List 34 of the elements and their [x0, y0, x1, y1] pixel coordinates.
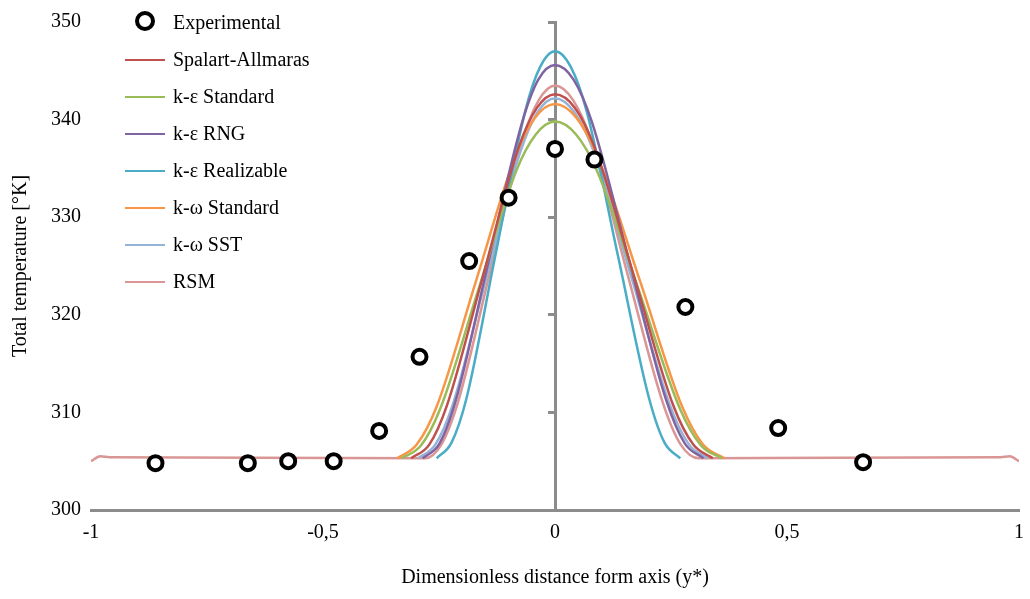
- x-tick-label: -1: [82, 520, 100, 543]
- legend-label: RSM: [173, 270, 216, 293]
- y-axis-title: Total temperature [°K]: [8, 174, 32, 358]
- point: [676, 297, 695, 316]
- point: [146, 454, 165, 473]
- point: [460, 252, 479, 271]
- x-tick-label: 1: [1014, 520, 1024, 543]
- legend-label: k-ω Standard: [173, 196, 279, 219]
- x-tick-label: 0: [550, 520, 560, 543]
- point: [410, 347, 429, 366]
- point: [546, 139, 564, 158]
- x-axis-title: Dimensionless distance form axis (y*): [401, 565, 709, 589]
- point: [854, 453, 873, 472]
- legend-label: Experimental: [173, 11, 281, 34]
- y-tick-label: 330: [51, 204, 81, 227]
- legend-label: Spalart-Allmaras: [173, 48, 310, 71]
- y-tick-label: 350: [51, 9, 81, 32]
- y-tick-label: 310: [51, 399, 81, 422]
- y-tick-label: 340: [51, 106, 81, 129]
- point: [585, 150, 604, 169]
- legend-label: k-ε Realizable: [173, 159, 288, 182]
- legend-label: k-ε RNG: [173, 122, 246, 145]
- y-tick-label: 300: [51, 497, 81, 520]
- point: [370, 421, 389, 440]
- legend-label: k-ω SST: [173, 233, 243, 256]
- point: [769, 419, 788, 438]
- x-tick-label: 0,5: [774, 520, 800, 543]
- point: [499, 188, 518, 207]
- point: [238, 454, 257, 473]
- point: [324, 452, 343, 471]
- legend-label: k-ε Standard: [173, 85, 275, 108]
- point: [279, 452, 298, 471]
- y-tick-label: 320: [51, 302, 81, 325]
- x-tick-label: -0,5: [307, 520, 339, 543]
